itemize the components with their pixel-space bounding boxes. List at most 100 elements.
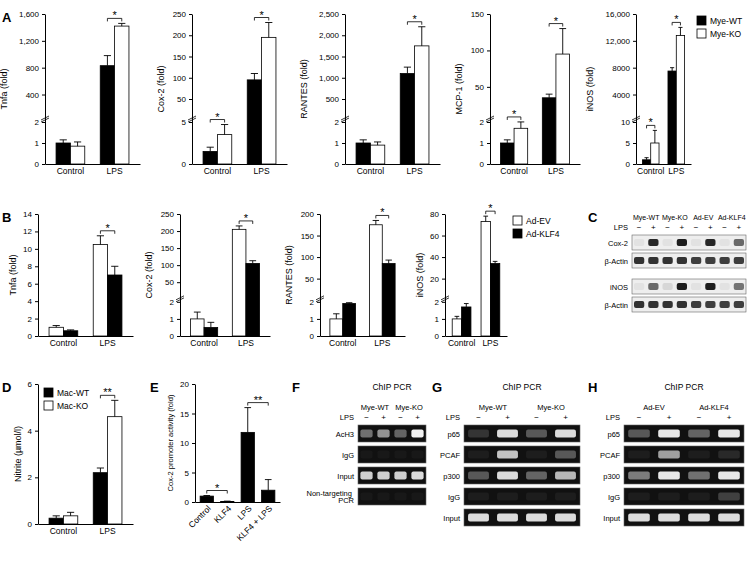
tick-label: Control bbox=[637, 166, 665, 176]
chart: 01250100150200250ControlLPSCox-2 (fold)* bbox=[144, 210, 270, 348]
bar bbox=[232, 229, 246, 336]
bar bbox=[382, 264, 395, 336]
tick-label: LPS bbox=[374, 338, 390, 348]
error-bar bbox=[504, 140, 511, 143]
tick: 5 bbox=[185, 469, 195, 478]
row-label: PCAF bbox=[440, 451, 460, 460]
tick-mark bbox=[35, 214, 38, 215]
tick: 100 bbox=[471, 46, 490, 55]
y-axis: 01250100150 bbox=[471, 10, 491, 169]
error-bar bbox=[97, 236, 104, 245]
bar bbox=[642, 160, 650, 164]
bar bbox=[514, 128, 528, 164]
tick-label: 12 bbox=[23, 227, 32, 236]
tick-mark bbox=[317, 336, 320, 337]
tick: 2,000 bbox=[319, 31, 345, 40]
tick-mark bbox=[487, 143, 490, 144]
tick-mark bbox=[42, 14, 45, 15]
error-bar bbox=[265, 23, 272, 38]
tick: Control bbox=[186, 503, 213, 530]
bar bbox=[221, 501, 234, 502]
tick: Control bbox=[329, 338, 357, 348]
significance-label: * bbox=[105, 222, 110, 234]
tick-mark bbox=[35, 301, 38, 302]
significance-label: * bbox=[512, 108, 517, 120]
tick-mark bbox=[42, 95, 45, 96]
tick-label: 2 bbox=[435, 298, 440, 307]
group-label: Mye-WT bbox=[633, 214, 660, 222]
error-bar bbox=[265, 480, 272, 491]
tick-mark bbox=[487, 14, 490, 15]
band bbox=[648, 257, 658, 264]
tick-label: 0 bbox=[435, 332, 440, 341]
x-axis: ControlLPS bbox=[446, 337, 508, 349]
chart: 0246ControlLPSNitrite (µmol/l)**Mac-WTMa… bbox=[13, 380, 134, 536]
tick-label: 8000 bbox=[612, 64, 630, 73]
y-axis-title: Tnfa (fold) bbox=[0, 68, 9, 109]
tick-label: 10 bbox=[23, 245, 32, 254]
tick: 150 bbox=[471, 10, 490, 19]
bar bbox=[556, 54, 570, 164]
axis-line bbox=[45, 15, 46, 165]
tick-label: 80 bbox=[430, 210, 439, 219]
legend: Ad-EVAd-KLF4 bbox=[513, 216, 560, 239]
tick: 12,000 bbox=[606, 37, 636, 46]
band bbox=[377, 493, 389, 501]
tick-label: 4 bbox=[28, 427, 33, 436]
plot-area bbox=[452, 216, 500, 336]
tick-label: 4 bbox=[28, 297, 33, 306]
y-axis-title: iNOS (fold) bbox=[585, 67, 595, 112]
error-bar bbox=[111, 266, 118, 275]
band bbox=[377, 472, 389, 480]
axis-line bbox=[180, 215, 181, 337]
band bbox=[688, 472, 710, 480]
tick: 2 bbox=[310, 298, 320, 307]
axis-line bbox=[446, 336, 508, 337]
chart: 0125001,0001,5002,0002,500ControlLPSRANT… bbox=[299, 10, 441, 176]
axis-line bbox=[181, 336, 271, 337]
group-label: Mye-KO bbox=[395, 403, 423, 412]
band bbox=[648, 239, 658, 246]
tick-label: LPS bbox=[100, 338, 116, 348]
band bbox=[734, 239, 744, 246]
tick: 15 bbox=[180, 410, 195, 419]
band bbox=[628, 430, 650, 438]
bar bbox=[63, 516, 77, 524]
tick: 16,000 bbox=[606, 10, 636, 19]
x-axis: ControlLPS bbox=[46, 165, 141, 177]
lane-frame bbox=[358, 488, 426, 505]
group-label: Mye-WT bbox=[361, 403, 390, 412]
tick: 10 bbox=[180, 439, 195, 448]
plot-area bbox=[190, 226, 259, 336]
tick: 250 bbox=[173, 10, 192, 19]
tick-label: Control bbox=[500, 166, 528, 176]
tick-mark bbox=[177, 214, 180, 215]
band bbox=[497, 493, 518, 501]
band bbox=[658, 514, 680, 522]
tick-mark bbox=[35, 477, 38, 478]
row-label: AcH3 bbox=[336, 430, 354, 439]
tick-mark bbox=[317, 236, 320, 237]
tick: 5 bbox=[182, 118, 192, 127]
tick-label: 0 bbox=[182, 160, 187, 169]
tick-label: LPS bbox=[482, 338, 498, 348]
tick: LPS bbox=[374, 338, 390, 348]
tick-mark bbox=[177, 302, 180, 303]
band bbox=[411, 472, 423, 480]
bar bbox=[370, 145, 384, 164]
tick-label: 100 bbox=[173, 74, 187, 83]
tick-label: 150 bbox=[173, 53, 187, 62]
tick: 50 bbox=[305, 275, 320, 284]
tick-label: 2 bbox=[335, 118, 340, 127]
band bbox=[662, 239, 672, 246]
tick-label: 150 bbox=[471, 10, 485, 19]
bar bbox=[63, 331, 77, 336]
tick-mark bbox=[35, 249, 38, 250]
tick-mark bbox=[633, 122, 636, 123]
legend-swatch bbox=[697, 16, 706, 25]
tick-mark bbox=[35, 336, 38, 337]
tick-mark bbox=[189, 14, 192, 15]
band bbox=[688, 430, 710, 438]
error-bar bbox=[464, 304, 469, 307]
error-bar bbox=[203, 495, 210, 497]
